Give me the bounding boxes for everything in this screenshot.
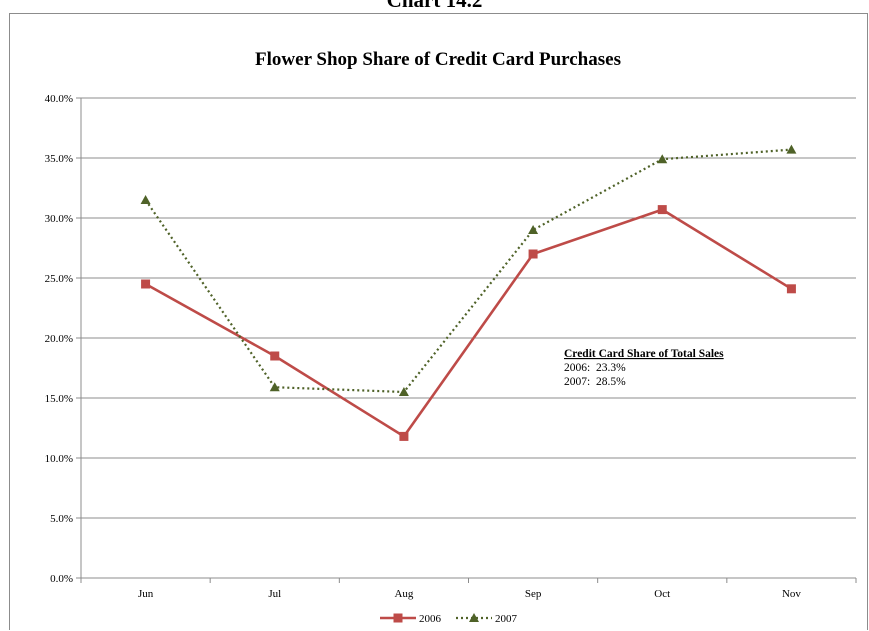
x-tick-label: Oct bbox=[654, 588, 670, 600]
axes: 0.0% 5.0% 10.0% 15.0% 20.0% 25.0% 30.0% 35.0% 40… bbox=[45, 93, 856, 600]
x-tick-label: Jul bbox=[268, 588, 281, 600]
data-point-2007 bbox=[528, 225, 538, 234]
legend-label: 2006 bbox=[419, 613, 442, 625]
data-point-2006 bbox=[658, 205, 667, 214]
annotation-line-2007: 2007: 28.5% bbox=[564, 376, 626, 388]
y-tick-label: 15.0% bbox=[45, 393, 73, 405]
data-point-2007 bbox=[141, 195, 151, 204]
x-tick-label: Nov bbox=[782, 588, 801, 600]
annotation-box: Credit Card Share of Total Sales 2006: 2… bbox=[564, 348, 724, 388]
annotation-line-2006: 2006: 23.3% bbox=[564, 362, 626, 374]
y-tick-label: 35.0% bbox=[45, 153, 73, 165]
data-point-2006 bbox=[141, 280, 150, 289]
y-tick-label: 10.0% bbox=[45, 453, 73, 465]
line-chart: Flower Shop Share of Credit Card Purchas… bbox=[10, 14, 869, 631]
x-tick-label: Jun bbox=[138, 588, 154, 600]
page-heading: Chart 14.2 bbox=[0, 0, 869, 11]
gridlines bbox=[81, 98, 856, 578]
legend-marker bbox=[394, 614, 403, 623]
legend-label: 2007 bbox=[495, 613, 518, 625]
data-point-2007 bbox=[786, 145, 796, 154]
series-2006 bbox=[141, 205, 796, 441]
data-point-2006 bbox=[787, 284, 796, 293]
y-tick-label: 40.0% bbox=[45, 93, 73, 105]
series bbox=[141, 145, 797, 441]
data-point-2006 bbox=[270, 352, 279, 361]
data-point-2007 bbox=[657, 154, 667, 163]
legend-item-2007: 2007 bbox=[456, 613, 518, 625]
annotation-title: Credit Card Share of Total Sales bbox=[564, 348, 724, 360]
chart-area: Flower Shop Share of Credit Card Purchas… bbox=[9, 13, 868, 630]
y-tick-label: 20.0% bbox=[45, 333, 73, 345]
data-point-2006 bbox=[399, 432, 408, 441]
chart-title: Flower Shop Share of Credit Card Purchas… bbox=[255, 49, 621, 70]
x-tick-label: Aug bbox=[394, 588, 413, 600]
legend-item-2006: 2006 bbox=[380, 613, 442, 625]
x-tick-label: Sep bbox=[525, 588, 542, 600]
data-point-2006 bbox=[529, 250, 538, 259]
y-tick-label: 5.0% bbox=[50, 513, 73, 525]
legend: 2006 2007 bbox=[380, 613, 518, 625]
series-line-2006 bbox=[146, 210, 792, 437]
y-tick-label: 25.0% bbox=[45, 273, 73, 285]
y-tick-label: 30.0% bbox=[45, 213, 73, 225]
y-tick-label: 0.0% bbox=[50, 573, 73, 585]
